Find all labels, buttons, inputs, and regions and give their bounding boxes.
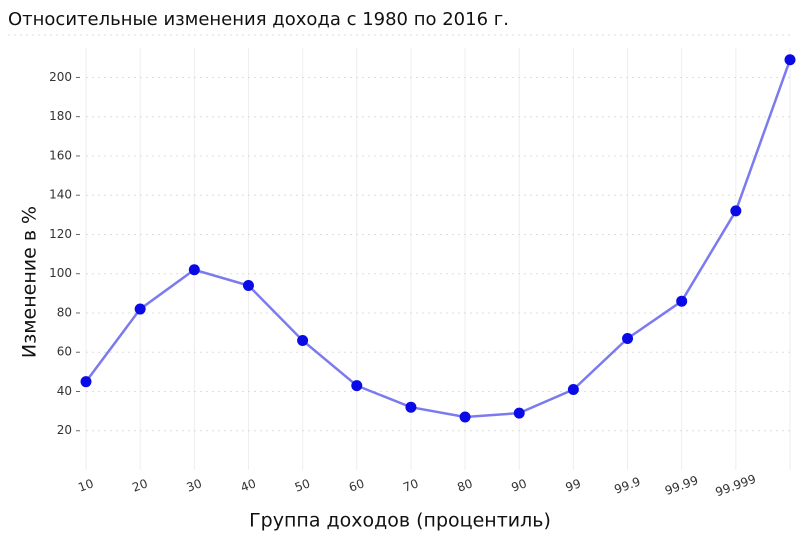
x-tick-label: 40 [239,476,258,494]
x-tick-label: 99.9 [612,474,642,496]
point [405,401,417,413]
x-tick-label: 99.999 [714,472,758,500]
point [784,54,796,66]
point [459,411,471,423]
x-tick-label: 99.99 [663,473,700,498]
y-tick-label: 120 [49,227,72,241]
point [351,380,363,392]
x-tick-label: 80 [455,476,474,494]
y-tick-label: 200 [49,70,72,84]
y-axis-label: Изменение в % [19,206,41,358]
point [676,295,688,307]
x-tick-label: 50 [293,476,312,494]
x-tick-label: 10 [76,476,95,494]
x-tick-label: 60 [347,476,366,494]
point [730,205,742,217]
point [134,303,146,315]
y-tick-label: 60 [57,345,72,359]
y-tick-label: 40 [57,384,72,398]
y-tick-label: 140 [49,188,72,202]
point [80,376,92,388]
y-tick-label: 20 [57,423,72,437]
y-tick-label: 100 [49,266,72,280]
point [622,332,634,344]
y-tick-label: 80 [57,305,72,319]
point [242,279,254,291]
x-tick-label: 99 [564,476,583,494]
point [513,407,525,419]
x-axis-label: Группа доходов (процентиль) [249,510,551,532]
y-tick-label: 160 [49,148,72,162]
x-tick-label: 20 [130,476,149,494]
chart-title: Относительные изменения дохода с 1980 по… [8,9,509,30]
x-tick-label: 70 [401,476,420,494]
y-tick-label: 180 [49,109,72,123]
x-tick-label: 90 [509,476,528,494]
point [188,264,200,276]
line [84,59,792,419]
point [567,384,579,396]
point [297,334,309,346]
x-tick-label: 30 [185,476,204,494]
